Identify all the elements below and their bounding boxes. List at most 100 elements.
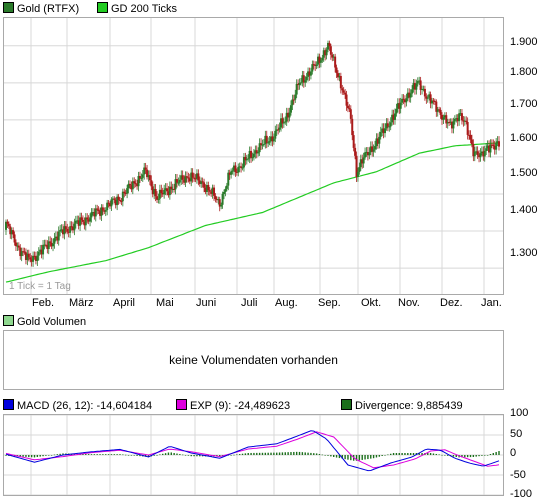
- candle-body: [156, 196, 159, 200]
- divergence-bar: [435, 453, 438, 455]
- divergence-bar: [241, 453, 244, 455]
- candle-body: [468, 134, 471, 136]
- divergence-bar: [116, 454, 118, 455]
- candle-body: [123, 191, 126, 193]
- candle-body: [366, 151, 369, 156]
- candle-body: [43, 244, 46, 246]
- candle-body: [205, 185, 208, 192]
- divergence-bar: [370, 455, 372, 459]
- x-tick-okt: Okt.: [361, 297, 382, 309]
- candle-body: [335, 67, 338, 74]
- candle-body: [441, 114, 444, 120]
- candle-body: [339, 75, 342, 89]
- divergence-bar: [281, 452, 284, 455]
- divergence-bar: [50, 455, 53, 456]
- price-chart-panel: 1 Tick = 1 Tag: [3, 17, 504, 295]
- candle-body: [285, 112, 288, 122]
- candle-body: [332, 56, 335, 58]
- candle-body: [57, 231, 60, 241]
- candle-body: [392, 114, 395, 120]
- macd-chart-svg: [4, 415, 503, 495]
- divergence-bar: [107, 454, 110, 455]
- divergence-bar: [85, 454, 87, 455]
- divergence-bar: [62, 453, 64, 455]
- price-chart-svg: [4, 18, 503, 294]
- candle-body: [30, 259, 33, 262]
- divergence-bar: [5, 455, 7, 456]
- candle-body: [475, 151, 478, 153]
- candle-body: [173, 188, 176, 190]
- divergence-bar: [124, 454, 127, 456]
- divergence-bar: [278, 452, 281, 455]
- candle-body: [401, 98, 404, 103]
- gd200-line: [5, 142, 500, 283]
- candle-body: [369, 146, 372, 153]
- candle-body: [238, 166, 241, 168]
- divergence-bar: [355, 455, 358, 461]
- candle-body: [419, 80, 422, 90]
- candle-body: [34, 256, 37, 261]
- macd-y-tick: 100: [510, 407, 529, 419]
- candle-body: [232, 165, 235, 171]
- divergence-bar: [315, 453, 318, 455]
- divergence-bar: [415, 453, 418, 455]
- divergence-bar: [39, 455, 41, 457]
- candle-body: [24, 252, 27, 260]
- legend-gd200: GD 200 Ticks: [97, 2, 177, 16]
- candle-body: [459, 113, 462, 115]
- candle-body: [297, 83, 300, 86]
- candle-body: [265, 135, 268, 143]
- candle-body: [247, 158, 250, 160]
- candle-body: [63, 226, 66, 235]
- candle-body: [183, 179, 186, 183]
- candle-body: [52, 243, 55, 247]
- candle-body: [99, 210, 102, 216]
- candle-body: [7, 223, 10, 227]
- candle-body: [252, 153, 255, 158]
- divergence-bar: [298, 451, 301, 455]
- candle-body: [361, 159, 364, 164]
- candle-body: [137, 176, 140, 187]
- candle-body: [39, 249, 42, 252]
- candle-body: [120, 200, 123, 202]
- candle-body: [29, 257, 32, 260]
- candle-body: [127, 183, 130, 189]
- candle-body: [218, 199, 221, 207]
- candle-body: [36, 255, 39, 261]
- candle-body: [177, 182, 180, 184]
- divergence-bar: [464, 455, 466, 458]
- candle-body: [26, 253, 29, 260]
- divergence-bar: [295, 451, 298, 455]
- candle-body: [436, 109, 439, 112]
- candle-body: [398, 103, 401, 109]
- candle-body: [358, 167, 361, 172]
- divergence-bar: [367, 455, 369, 460]
- candle-body: [338, 75, 341, 78]
- candle-body: [450, 121, 453, 129]
- candle-body: [328, 42, 331, 47]
- candle-body: [261, 144, 264, 146]
- candle-body: [402, 98, 405, 100]
- candle-body: [20, 251, 23, 256]
- divergence-bar: [384, 455, 386, 456]
- x-tick-feb: Feb.: [32, 297, 55, 309]
- candle-body: [140, 177, 143, 179]
- divergence-bar: [407, 453, 409, 455]
- divergence-bar: [59, 453, 61, 455]
- divergence-bar: [324, 455, 326, 456]
- candle-body: [16, 245, 19, 247]
- candle-body: [432, 100, 435, 102]
- candle-body: [242, 157, 245, 168]
- candle-body: [171, 188, 174, 190]
- divergence-bar: [478, 455, 480, 457]
- divergence-bar: [495, 452, 497, 455]
- candle-body: [211, 187, 214, 194]
- candle-body: [83, 221, 86, 226]
- candle-body: [42, 244, 45, 255]
- candle-body: [113, 198, 116, 200]
- legend-swatch-volume: [3, 315, 14, 326]
- candle-body: [439, 109, 442, 115]
- candle-body: [27, 253, 30, 258]
- divergence-bar: [258, 452, 261, 455]
- divergence-bar: [330, 455, 332, 457]
